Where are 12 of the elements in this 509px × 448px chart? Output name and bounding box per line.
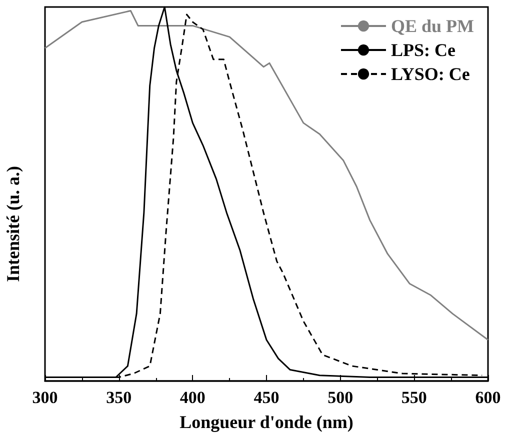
- x-tick-label: 600: [475, 388, 501, 407]
- x-tick-label: 350: [106, 388, 132, 407]
- legend-label: LPS: Ce: [390, 40, 456, 60]
- x-tick-label: 500: [328, 388, 354, 407]
- x-axis-title: Longueur d'onde (nm): [180, 412, 354, 432]
- legend-label: LYSO: Ce: [390, 64, 470, 84]
- x-tick-label: 400: [180, 388, 206, 407]
- legend-label: QE du PM: [390, 16, 474, 36]
- x-tick-label: 450: [254, 388, 280, 407]
- x-tick-label: 300: [32, 388, 58, 407]
- y-axis-title: Intensité (u. a.): [3, 166, 23, 282]
- x-tick-label: 550: [401, 388, 427, 407]
